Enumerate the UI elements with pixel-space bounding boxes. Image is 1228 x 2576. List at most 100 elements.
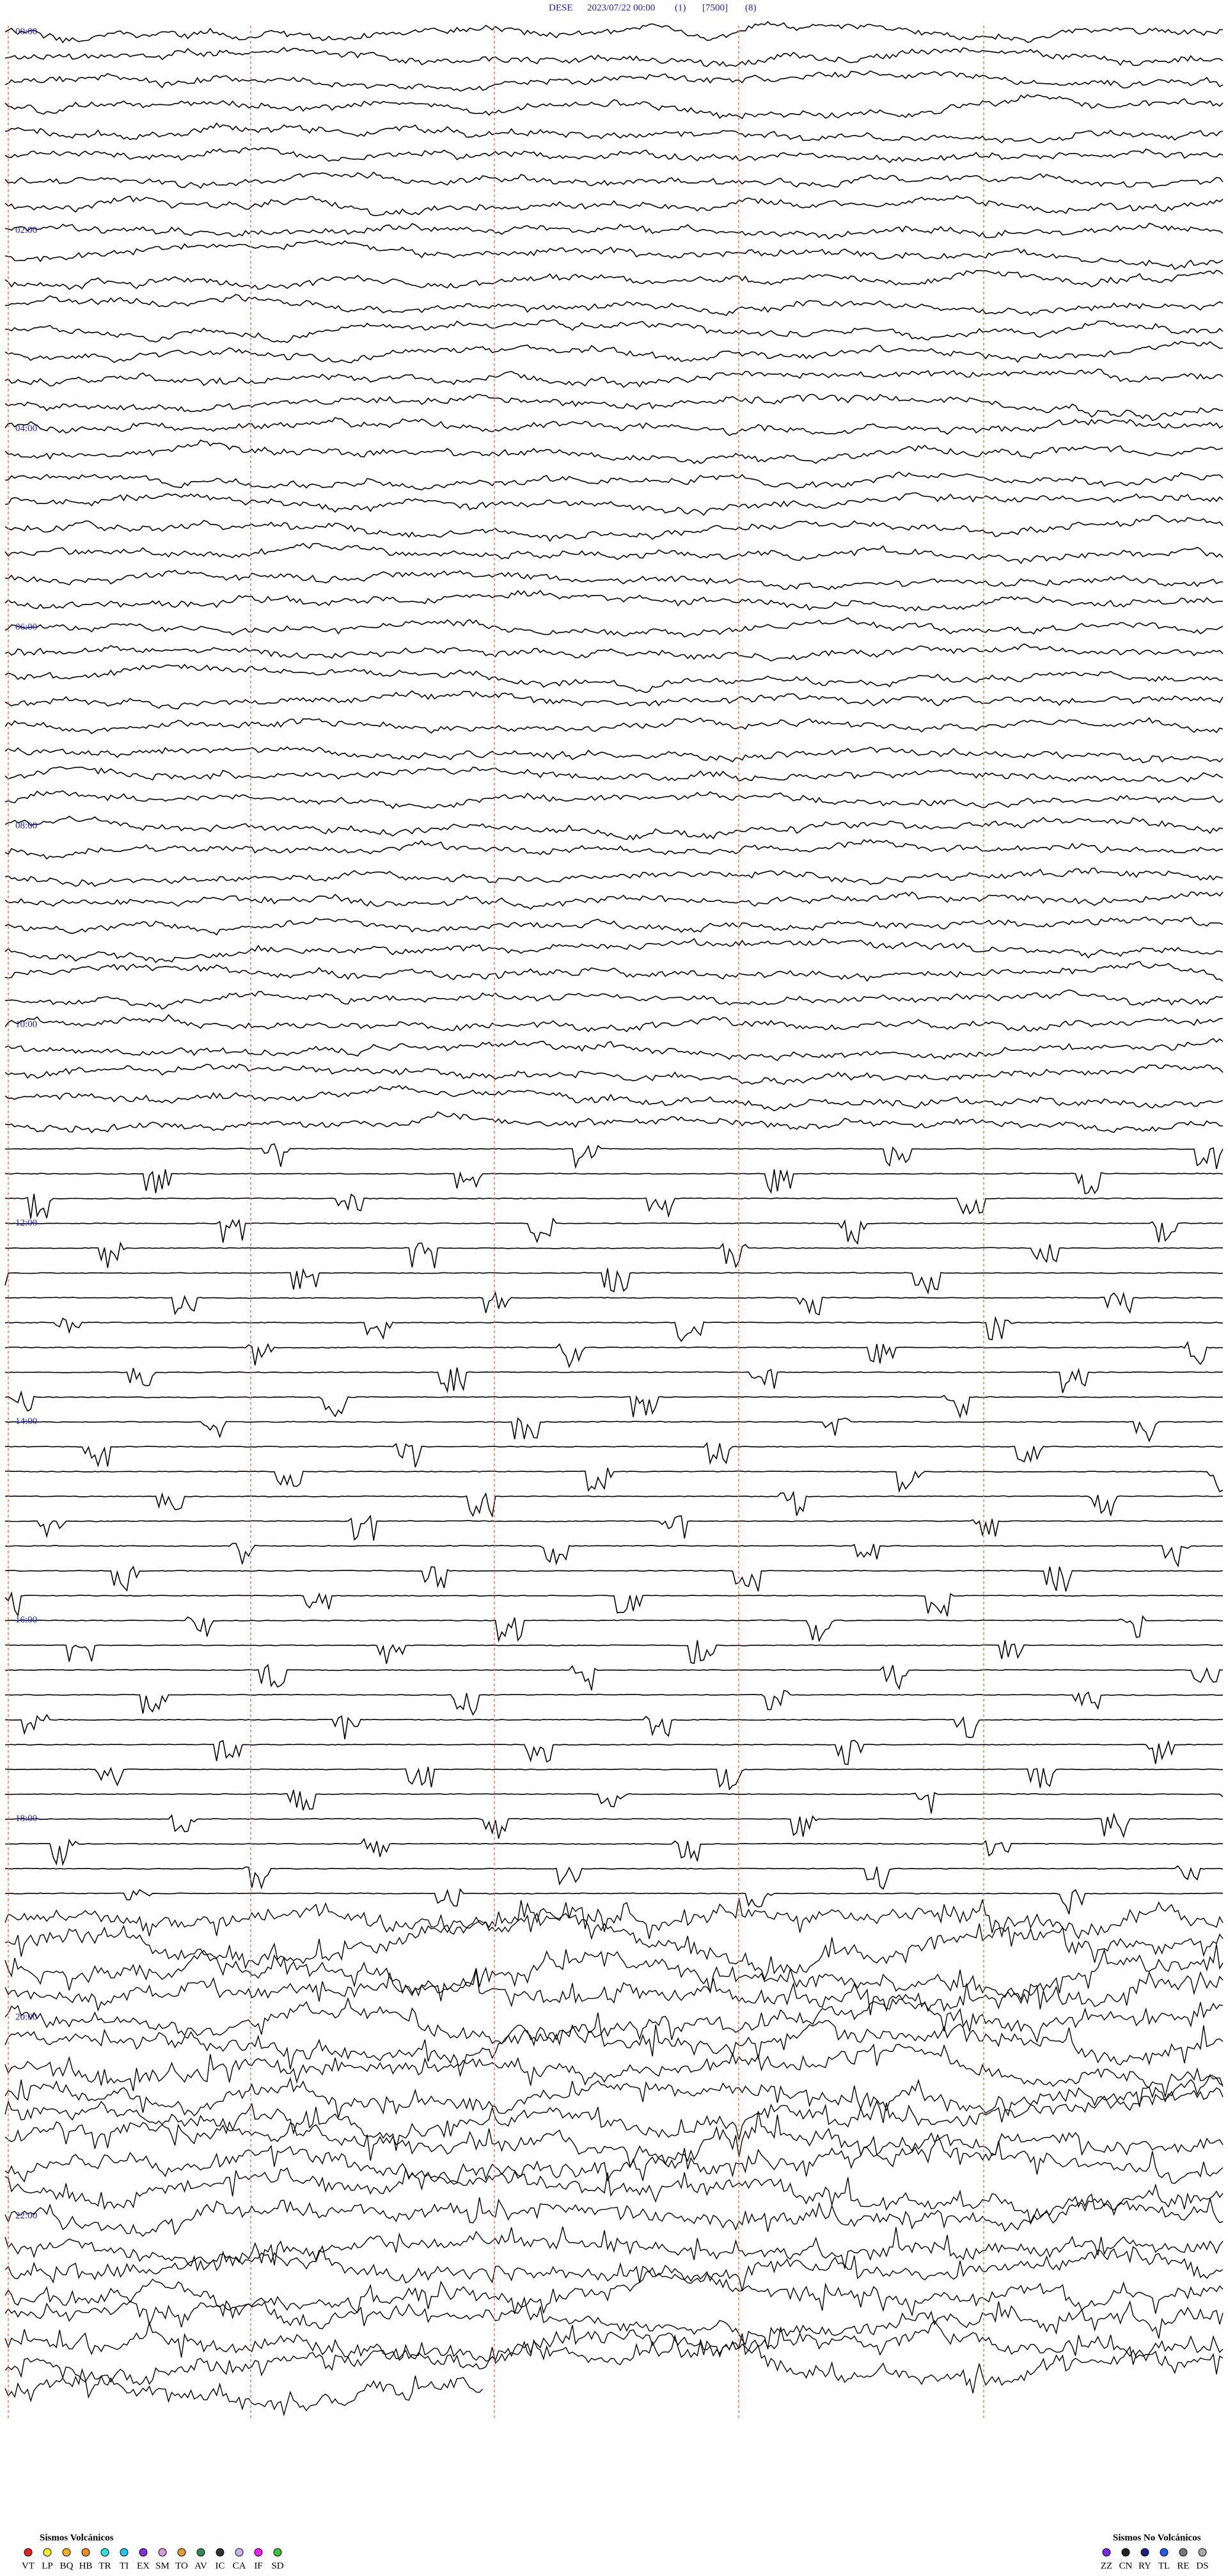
trace: [4, 1442, 1224, 1467]
trace: [4, 122, 1224, 144]
trace: [4, 816, 1224, 841]
trace: [4, 1689, 1224, 1716]
trace: [4, 1267, 1224, 1295]
trace: [4, 2197, 1224, 2237]
trace: [4, 416, 1224, 436]
time-label: 02:00: [15, 225, 37, 235]
trace: [4, 1789, 1224, 1813]
trace: [4, 1490, 1223, 1518]
trace: [4, 20, 1224, 43]
trace: [4, 239, 1224, 270]
trace: [4, 746, 1224, 764]
trace: [4, 1316, 1224, 1342]
legend-label: VT: [22, 2561, 35, 2571]
trace: [4, 1193, 1224, 1219]
trace: [4, 171, 1224, 189]
trace: [4, 617, 1224, 638]
trace: [4, 1565, 1224, 1592]
trace: [4, 1169, 1224, 1195]
trace: [4, 1865, 1224, 1890]
legend-label: SD: [271, 2561, 283, 2571]
legend-marker: [158, 2548, 167, 2557]
legend-title: Sismos No Volcánicos: [1113, 2533, 1201, 2543]
trace: [4, 368, 1224, 388]
legend-marker: [139, 2548, 148, 2557]
time-label: 10:00: [15, 1019, 37, 1029]
trace: [4, 1217, 1224, 1245]
trace: [4, 1900, 1224, 1981]
trace: [4, 2226, 1224, 2269]
trace: [4, 2074, 1224, 2118]
legend-label: TR: [98, 2561, 111, 2571]
trace: [4, 2111, 1224, 2167]
time-label: 22:00: [15, 2211, 37, 2221]
trace: [4, 2367, 484, 2417]
legend-marker: [216, 2548, 224, 2557]
trace: [4, 1591, 1224, 1617]
trace: [4, 471, 1224, 491]
trace: [4, 47, 1224, 67]
trace: [4, 1417, 1224, 1442]
time-label: 00:00: [15, 26, 37, 36]
trace: [4, 1367, 1224, 1393]
time-label: 04:00: [15, 423, 37, 434]
trace: [4, 1111, 1224, 1134]
trace: [4, 94, 1224, 120]
trace: [4, 717, 1224, 734]
legend-marker: [1102, 2548, 1111, 2557]
trace: [4, 2167, 1224, 2225]
trace: [4, 1014, 1224, 1032]
trace: [4, 2245, 1224, 2291]
trace: [4, 2019, 1224, 2078]
legend-label: SM: [155, 2561, 169, 2571]
trace: [4, 961, 1224, 983]
trace: [4, 1996, 1224, 2047]
trace: [4, 1766, 1224, 1791]
legend-label: TI: [120, 2561, 129, 2571]
trace: [5, 989, 1224, 1010]
trace: [4, 439, 1224, 464]
legend-label: ZZ: [1101, 2561, 1112, 2571]
legend-label: EX: [137, 2561, 150, 2571]
legend-marker: [24, 2548, 33, 2557]
trace: [4, 1897, 1224, 1940]
filter: (8): [745, 3, 757, 13]
legend-label: DS: [1196, 2561, 1208, 2571]
trace: [4, 1467, 1224, 1494]
trace: [4, 839, 1224, 860]
trace: [4, 2133, 1224, 2185]
legend-marker: [43, 2548, 52, 2557]
trace: [4, 643, 1224, 662]
legend-label: TL: [1158, 2561, 1170, 2571]
legend-marker: [120, 2548, 129, 2557]
time-label: 12:00: [15, 1218, 37, 1228]
trace: [4, 2270, 1224, 2319]
trace: [4, 766, 1224, 783]
legend-marker: [1121, 2548, 1130, 2557]
trace: [4, 146, 1224, 164]
legend-marker: [254, 2548, 263, 2557]
trace: [4, 2319, 1224, 2365]
legend-marker: [1198, 2548, 1207, 2557]
legend-marker: [100, 2548, 109, 2557]
channel: (1): [675, 3, 686, 13]
trace: [5, 1291, 1224, 1316]
trace: [4, 1812, 1224, 1839]
trace: [4, 1084, 1224, 1112]
trace: [4, 891, 1224, 910]
trace: [4, 2087, 1224, 2151]
legend-marker: [177, 2548, 186, 2557]
trace: [4, 1970, 1224, 2016]
scale: [7500]: [702, 3, 728, 13]
trace: [4, 269, 1224, 290]
trace: [4, 1038, 1224, 1061]
trace: [4, 589, 1224, 612]
time-label: 08:00: [15, 821, 37, 831]
trace: [4, 492, 1224, 516]
trace: [4, 542, 1224, 564]
time-label: 20:00: [15, 2012, 37, 2022]
traces: [4, 20, 1224, 2417]
trace: [4, 294, 1224, 317]
legend-label: BQ: [60, 2561, 74, 2571]
